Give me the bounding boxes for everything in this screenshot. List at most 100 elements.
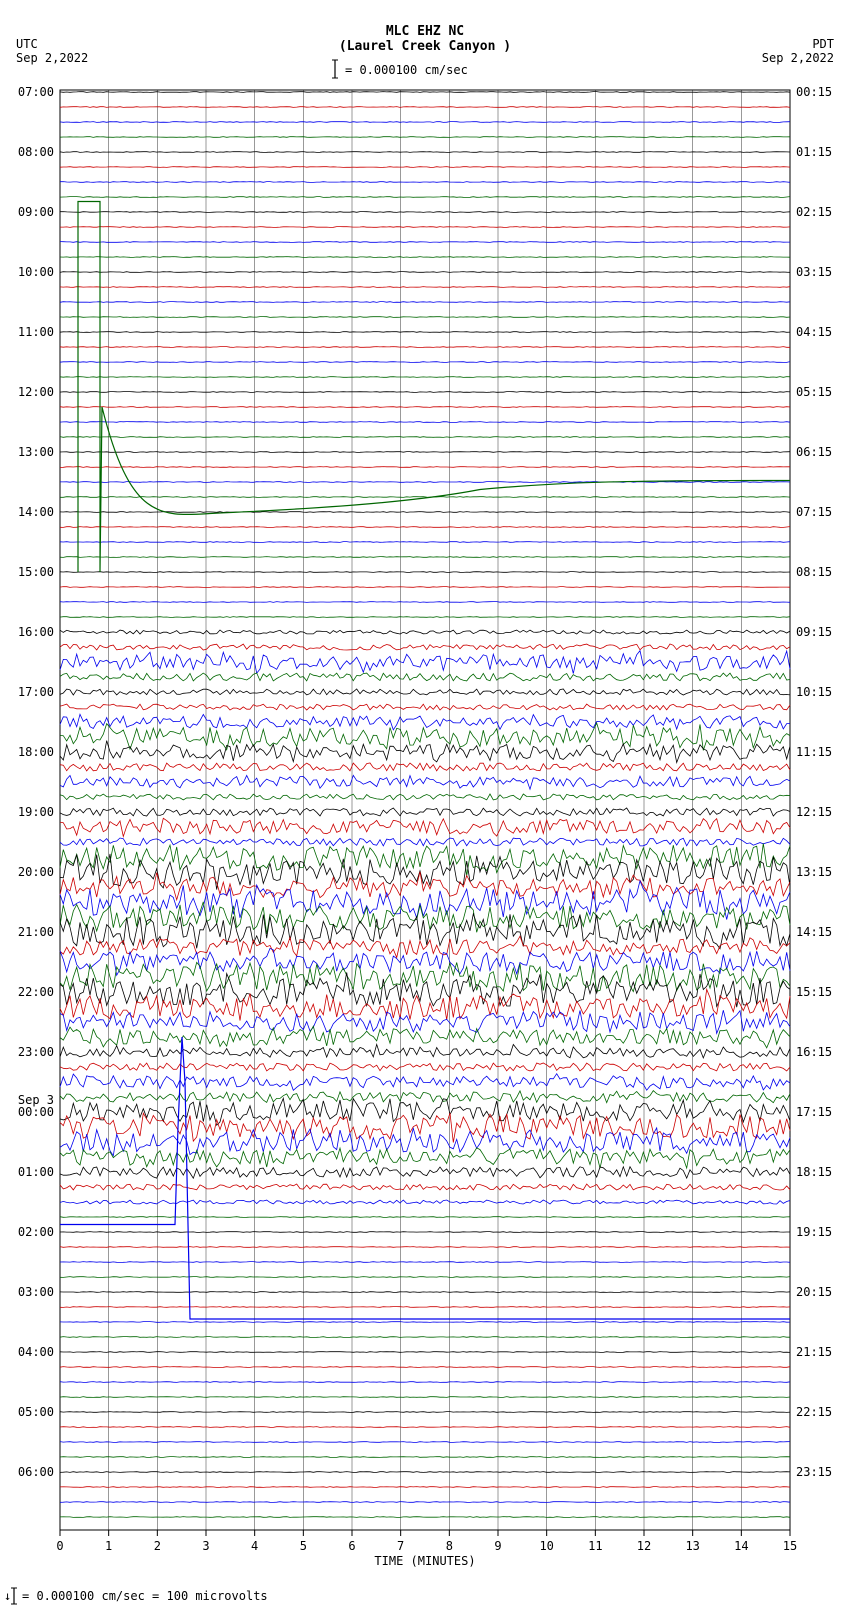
- footer-tick-symbol: ↓: [4, 1589, 11, 1603]
- left-hour-label: 00:00: [18, 1105, 54, 1119]
- right-hour-label: 09:15: [796, 625, 832, 639]
- trace-row: [60, 107, 790, 108]
- trace-row: [60, 242, 790, 243]
- trace-row: [60, 1091, 790, 1103]
- left-hour-label: 23:00: [18, 1045, 54, 1059]
- trace-row: [60, 1307, 790, 1308]
- trace-row: [60, 1184, 790, 1190]
- left-hour-label: 22:00: [18, 985, 54, 999]
- trace-row: [60, 617, 790, 618]
- trace-row: [60, 1382, 790, 1383]
- left-tz: UTC: [16, 37, 38, 51]
- left-hour-label: 03:00: [18, 1285, 54, 1299]
- trace-row: [60, 1148, 790, 1168]
- left-hour-label: 08:00: [18, 145, 54, 159]
- x-tick-label: 4: [251, 1539, 258, 1553]
- trace-row: [60, 1412, 790, 1413]
- x-tick-label: 6: [348, 1539, 355, 1553]
- trace-row: [60, 1063, 790, 1071]
- right-hour-label: 01:15: [796, 145, 832, 159]
- trace-row: [60, 1044, 790, 1058]
- right-hour-label: 12:15: [796, 805, 832, 819]
- left-hour-label: 21:00: [18, 925, 54, 939]
- trace-row: [60, 1442, 790, 1443]
- trace-row: [60, 1502, 790, 1503]
- trace-row: [60, 362, 790, 363]
- left-hour-label: 13:00: [18, 445, 54, 459]
- trace-row: [60, 1457, 790, 1458]
- left-hour-label: 04:00: [18, 1345, 54, 1359]
- trace-row: [60, 741, 790, 763]
- trace-row: [60, 1277, 790, 1278]
- trace-row: [60, 651, 790, 674]
- trace-row: [60, 838, 790, 846]
- trace-row: [60, 602, 790, 603]
- x-tick-label: 0: [56, 1539, 63, 1553]
- trace-row: [60, 1200, 790, 1204]
- right-hour-label: 06:15: [796, 445, 832, 459]
- trace-row: [60, 572, 790, 573]
- trace-row: [60, 452, 790, 453]
- left-hour-label: 06:00: [18, 1465, 54, 1479]
- x-tick-label: 14: [734, 1539, 748, 1553]
- trace-row: [60, 948, 790, 975]
- trace-row: [60, 1367, 790, 1368]
- trace-row: [60, 1262, 790, 1263]
- trace-row: [60, 197, 790, 198]
- right-hour-label: 19:15: [796, 1225, 832, 1239]
- trace-row: [60, 673, 790, 681]
- left-hour-label: 16:00: [18, 625, 54, 639]
- right-hour-label: 05:15: [796, 385, 832, 399]
- trace-row: [60, 1026, 790, 1048]
- right-hour-label: 13:15: [796, 865, 832, 879]
- left-hour-label: 01:00: [18, 1165, 54, 1179]
- right-hour-label: 00:15: [796, 85, 832, 99]
- trace-row: [60, 497, 790, 498]
- trace-row: [60, 332, 790, 333]
- x-tick-label: 7: [397, 1539, 404, 1553]
- left-date: Sep 2,2022: [16, 51, 88, 65]
- trace-row: [60, 422, 790, 423]
- trace-row: [60, 936, 790, 957]
- trace-row: [60, 1128, 790, 1156]
- station-name: (Laurel Creek Canyon ): [339, 39, 511, 54]
- right-tz: PDT: [812, 37, 834, 51]
- trace-row: [60, 407, 790, 408]
- x-tick-label: 3: [202, 1539, 209, 1553]
- trace-row: [60, 542, 790, 543]
- right-hour-label: 21:15: [796, 1345, 832, 1359]
- trace-row: [60, 689, 790, 695]
- left-hour-label: 19:00: [18, 805, 54, 819]
- left-hour-label: 12:00: [18, 385, 54, 399]
- right-hour-label: 23:15: [796, 1465, 832, 1479]
- right-date: Sep 2,2022: [762, 51, 834, 65]
- trace-row: [60, 1232, 790, 1233]
- right-hour-label: 02:15: [796, 205, 832, 219]
- trace-row: [60, 287, 790, 288]
- trace-row: [60, 1427, 790, 1428]
- seismogram-svg: MLC EHZ NC(Laurel Creek Canyon )= 0.0001…: [0, 0, 850, 1613]
- trace-row: [60, 1517, 790, 1518]
- right-hour-label: 16:15: [796, 1045, 832, 1059]
- trace-row: [60, 302, 790, 303]
- trace-row: [60, 347, 790, 348]
- right-hour-label: 03:15: [796, 265, 832, 279]
- trace-row: [60, 272, 790, 273]
- left-hour-label: 15:00: [18, 565, 54, 579]
- trace-row: [60, 377, 790, 378]
- trace-row: [60, 167, 790, 168]
- trace-row: [60, 557, 790, 558]
- left-hour-label: 20:00: [18, 865, 54, 879]
- trace-row: [60, 1247, 790, 1248]
- left-hour-label: 02:00: [18, 1225, 54, 1239]
- x-tick-label: 5: [300, 1539, 307, 1553]
- left-hour-label: 09:00: [18, 205, 54, 219]
- x-tick-label: 12: [637, 1539, 651, 1553]
- right-hour-label: 07:15: [796, 505, 832, 519]
- trace-row: [60, 512, 790, 513]
- trace-row: [60, 257, 790, 258]
- right-hour-label: 20:15: [796, 1285, 832, 1299]
- right-hour-label: 04:15: [796, 325, 832, 339]
- trace-row: [60, 317, 790, 318]
- left-hour-label: 18:00: [18, 745, 54, 759]
